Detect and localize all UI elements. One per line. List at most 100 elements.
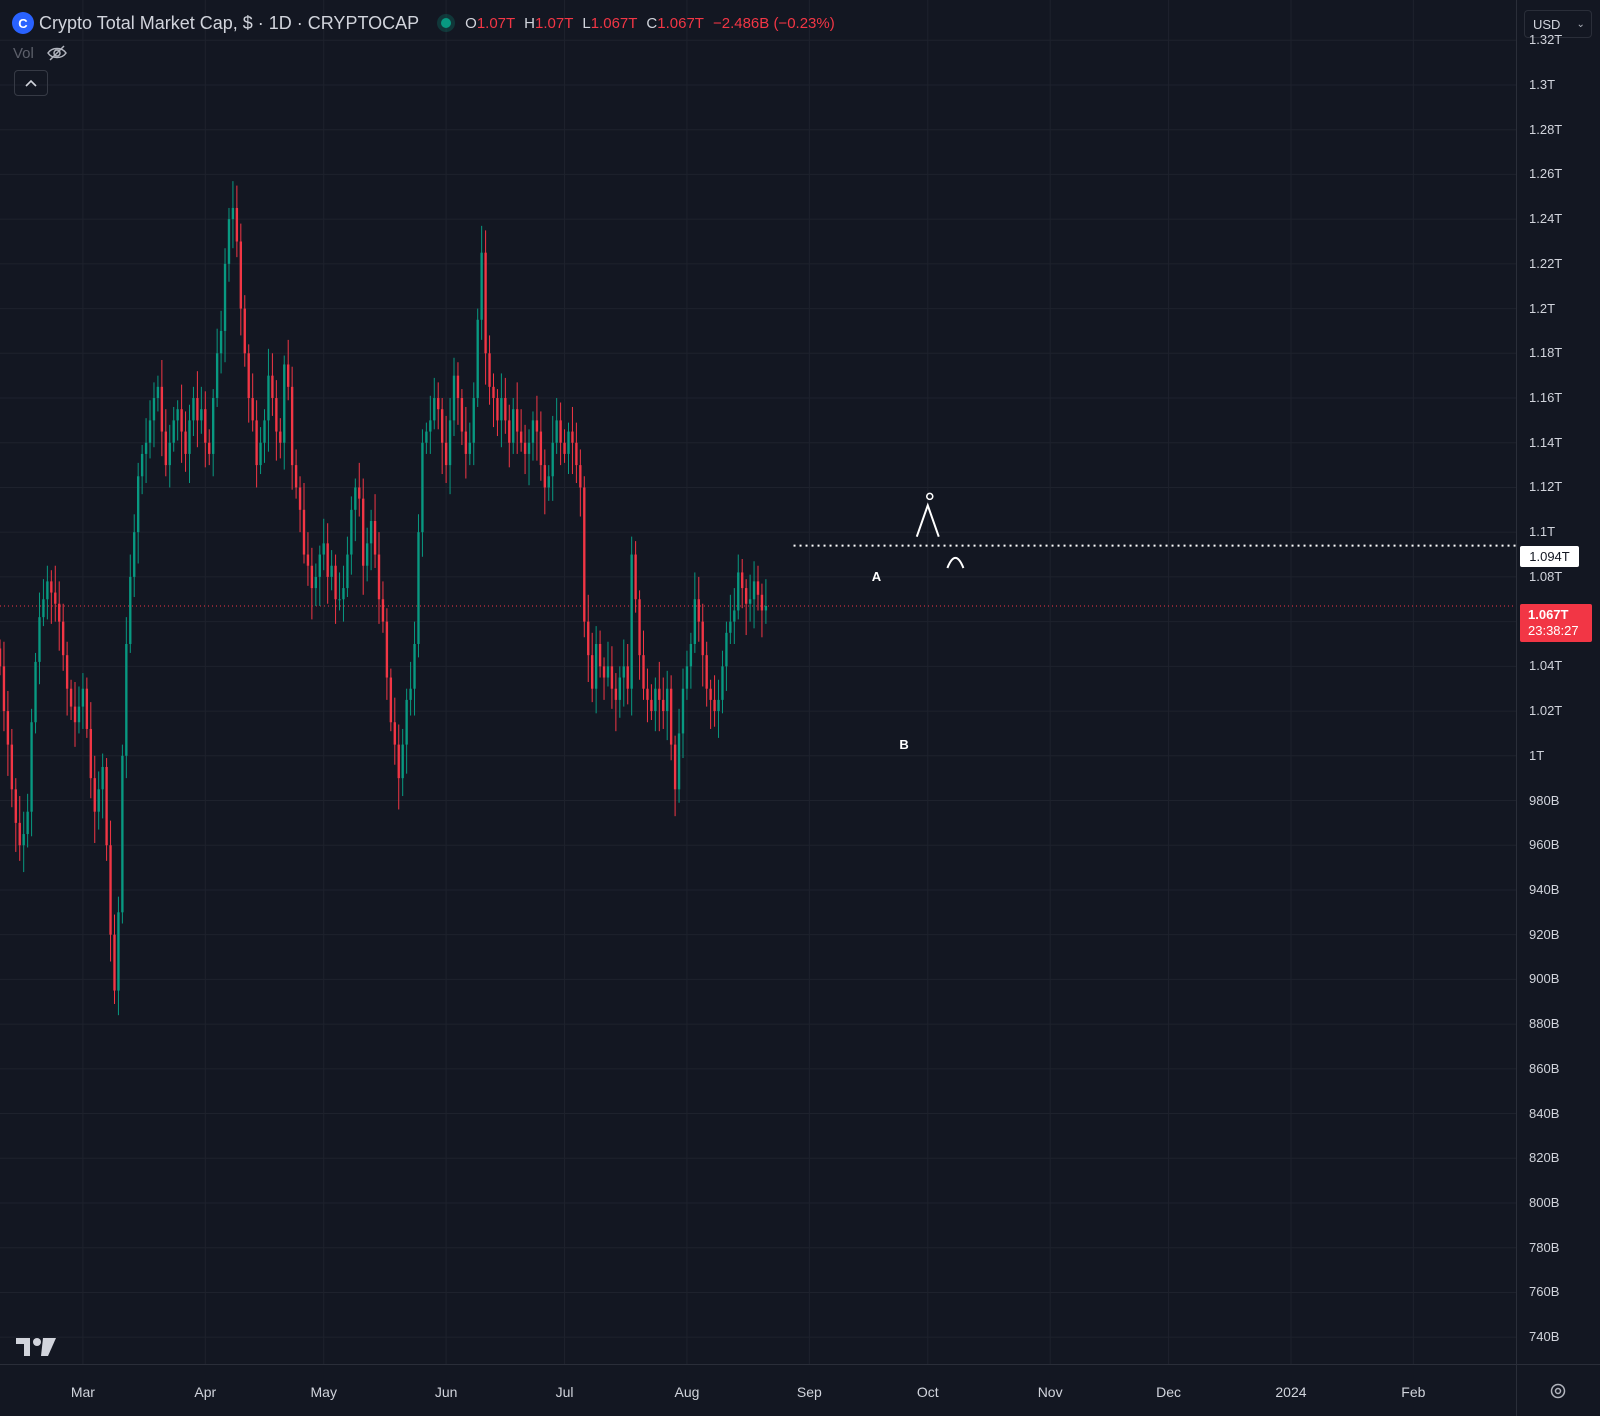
candle[interactable] [429,395,432,454]
candle[interactable] [18,796,21,861]
candle[interactable] [294,449,298,499]
candle[interactable] [693,572,697,653]
candle[interactable] [500,373,503,448]
candle[interactable] [559,402,562,466]
candle[interactable] [662,677,665,729]
candle[interactable] [255,400,258,488]
candle[interactable] [421,429,424,557]
candle[interactable] [358,462,361,517]
candle[interactable] [34,652,37,734]
candle[interactable] [65,641,69,716]
candle[interactable] [713,675,716,727]
candle[interactable] [452,357,456,437]
candle[interactable] [650,684,653,721]
candle[interactable] [460,389,464,445]
candle[interactable] [156,375,160,412]
volume-indicator-row[interactable]: Vol [13,42,68,64]
candle[interactable] [310,547,314,620]
candle[interactable] [669,675,673,761]
candle[interactable] [263,409,266,463]
candle[interactable] [251,373,254,432]
symbol-title[interactable]: Crypto Total Market Cap, $ · 1D · CRYPTO… [39,12,420,33]
candle[interactable] [496,389,499,437]
candle[interactable] [354,478,357,542]
candle[interactable] [602,657,606,700]
candle[interactable] [705,641,708,707]
candle[interactable] [725,621,728,691]
candle[interactable] [279,418,282,459]
candle[interactable] [0,639,2,676]
candle[interactable] [555,398,558,454]
coin-icon[interactable]: C [12,12,34,34]
candle[interactable] [744,579,748,636]
currency-selector[interactable]: USD ⌄ [1524,10,1592,38]
candle[interactable] [22,811,25,873]
candle[interactable] [618,666,622,718]
candle[interactable] [563,429,566,463]
candle[interactable] [614,673,618,732]
candle[interactable] [212,389,215,477]
candle[interactable] [646,668,649,723]
candle[interactable] [73,682,77,747]
candle[interactable] [610,646,614,709]
candle[interactable] [117,896,120,1016]
candle[interactable] [69,679,73,721]
candle[interactable] [381,581,385,633]
candle[interactable] [283,355,286,470]
candle[interactable] [318,545,321,606]
candle[interactable] [26,793,29,848]
candle[interactable] [401,728,404,797]
candle[interactable] [227,207,231,282]
candle[interactable] [373,494,377,568]
candle[interactable] [685,650,689,700]
candle[interactable] [50,570,53,624]
candle[interactable] [369,509,373,571]
candle[interactable] [346,536,349,598]
candle[interactable] [223,248,227,363]
candle[interactable] [152,382,156,448]
candle[interactable] [287,339,290,401]
candle[interactable] [594,626,598,714]
candle[interactable] [752,561,756,629]
candle[interactable] [271,353,274,416]
candle[interactable] [314,563,318,606]
candle[interactable] [322,518,325,571]
candle[interactable] [302,482,306,564]
candle[interactable] [385,608,389,700]
candle[interactable] [81,673,85,729]
candle[interactable] [689,632,693,689]
candle[interactable] [136,462,140,564]
candle[interactable] [642,630,645,700]
candle[interactable] [215,328,219,407]
candle[interactable] [587,594,590,682]
candle[interactable] [188,404,191,483]
candle[interactable] [129,554,132,653]
candle[interactable] [504,377,507,434]
candle[interactable] [630,536,633,716]
candle[interactable] [200,386,203,434]
candle[interactable] [121,744,124,924]
candle[interactable] [326,523,329,604]
candle[interactable] [247,344,250,423]
candle[interactable] [219,310,223,374]
candle[interactable] [531,411,535,461]
candle[interactable] [468,422,471,466]
candle[interactable] [598,630,602,678]
eye-off-icon[interactable] [46,45,68,61]
candle[interactable] [673,735,677,817]
candle[interactable] [571,406,574,475]
candle[interactable] [38,592,41,685]
candle[interactable] [519,409,523,452]
candle[interactable] [515,382,519,454]
candle[interactable] [164,409,167,477]
candle[interactable] [377,532,381,624]
candle[interactable] [239,223,243,336]
candle[interactable] [192,386,195,437]
candle[interactable] [523,424,527,475]
candle[interactable] [748,574,752,622]
candle[interactable] [350,496,353,575]
candle[interactable] [717,679,720,738]
candle[interactable] [2,641,6,732]
